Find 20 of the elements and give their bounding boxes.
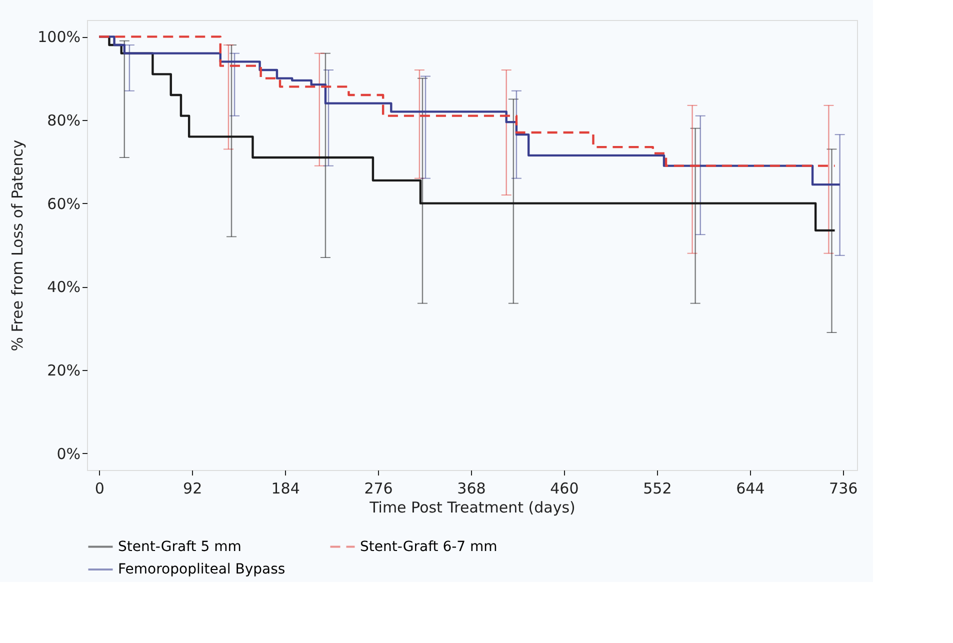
y-axis-title: % Free from Loss of Patency [8, 140, 27, 352]
x-axis-title: Time Post Treatment (days) [368, 498, 576, 516]
legend-label: Stent-Graft 5 mm [118, 538, 242, 555]
y-tick-label: 100% [38, 28, 80, 46]
y-tick-label: 80% [47, 112, 80, 130]
x-tick-label: 184 [271, 480, 300, 498]
y-tick-label: 0% [56, 444, 80, 463]
x-tick-label: 552 [643, 480, 672, 498]
y-tick-label: 60% [47, 194, 80, 213]
x-tick-label: 368 [457, 480, 486, 498]
x-tick-label: 0 [94, 480, 104, 498]
y-tick-label: 20% [47, 362, 80, 380]
x-tick-label: 92 [183, 480, 202, 498]
x-tick-label: 460 [550, 480, 579, 498]
x-tick-label: 644 [736, 480, 765, 498]
x-tick-label: 276 [364, 480, 393, 498]
x-tick-label: 736 [829, 480, 858, 498]
legend-label: Femoropopliteal Bypass [118, 562, 286, 578]
legend-label: Stent-Graft 6-7 mm [360, 538, 498, 555]
y-tick-label: 40% [47, 278, 80, 296]
